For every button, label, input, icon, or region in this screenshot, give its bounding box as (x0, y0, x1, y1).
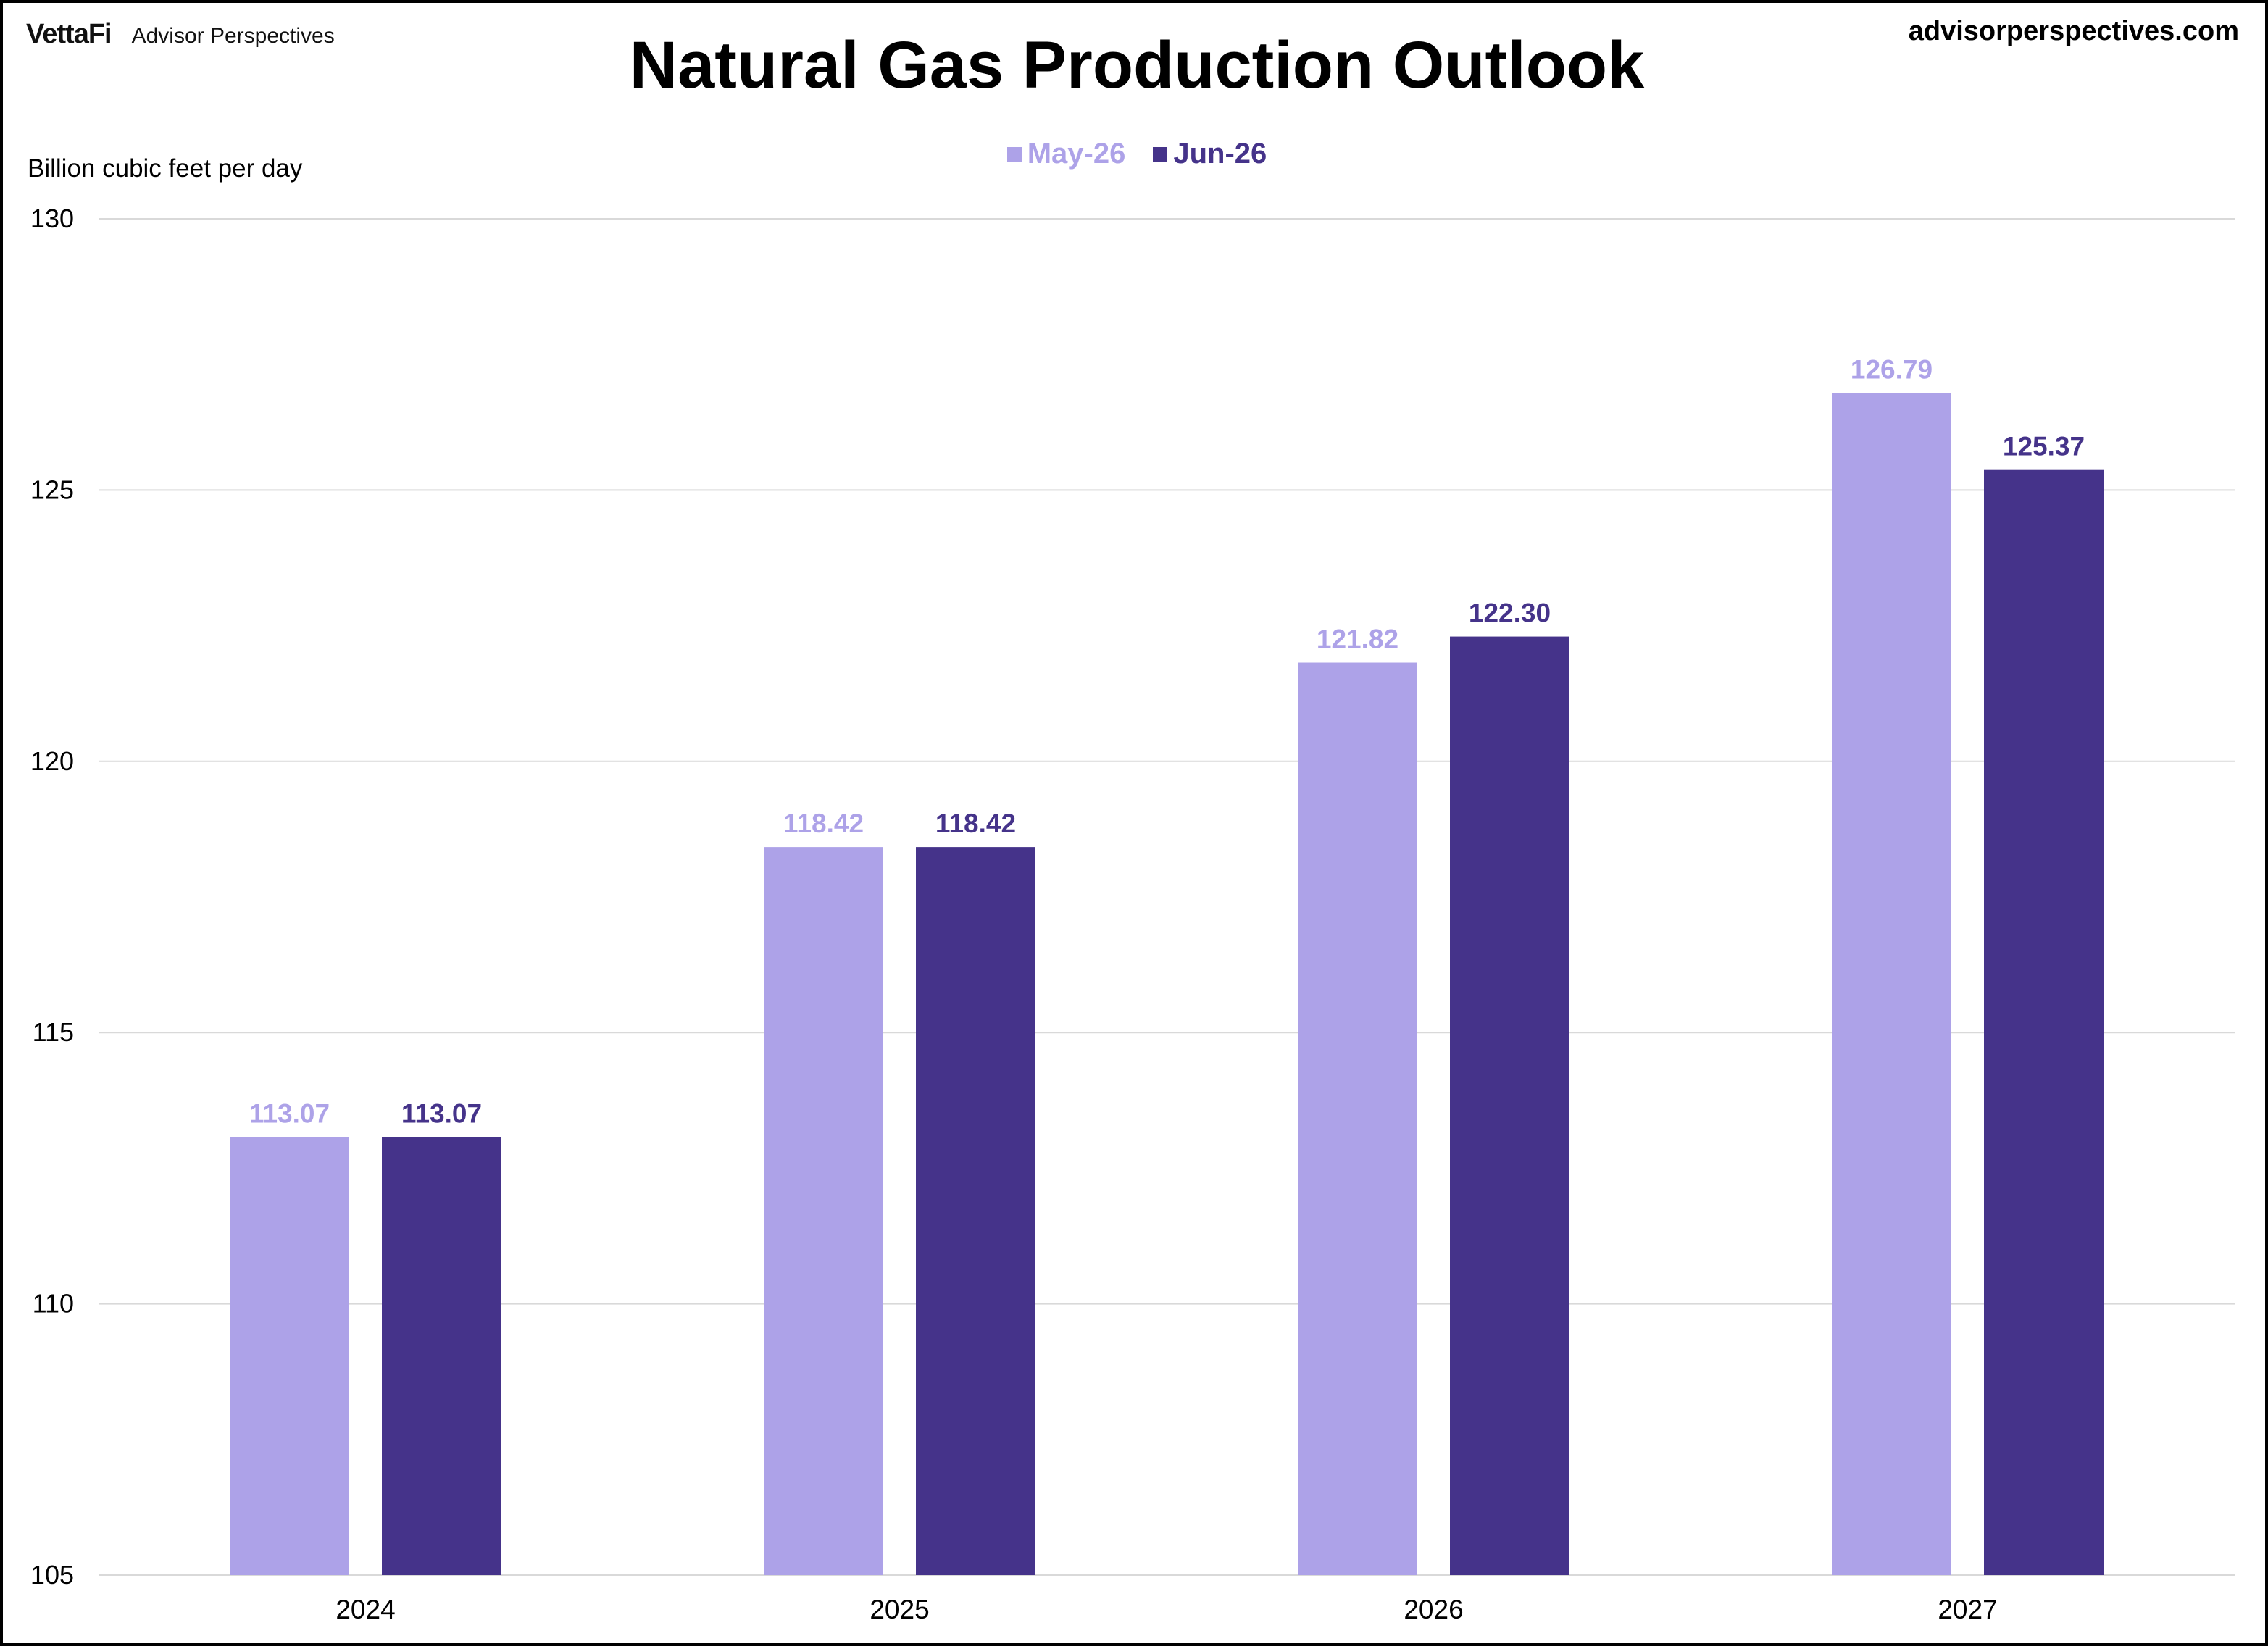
data-label-May-26-2025: 118.42 (783, 809, 864, 838)
brand-logo: VettaFi Advisor Perspectives (26, 19, 335, 50)
bar-May-26-2024 (230, 1137, 349, 1575)
y-tick-label: 105 (30, 1560, 74, 1590)
bar-May-26-2025 (764, 847, 883, 1575)
y-tick-label: 130 (30, 204, 74, 233)
bar-Jun-26-2025 (916, 847, 1035, 1575)
logo-mark: VettaFi (26, 19, 112, 49)
y-tick-label: 125 (30, 475, 74, 504)
data-label-May-26-2027: 126.79 (1851, 354, 1933, 384)
logo-name: Advisor Perspectives (131, 24, 335, 48)
y-tick-label: 110 (33, 1289, 74, 1319)
data-labels: 113.07 113.07 118.42 118.42 121.82 122.30 126.… (249, 354, 2085, 1128)
site-url: advisorperspectives.com (1908, 16, 2239, 46)
chart-legend: May-26 Jun-26 (3, 138, 2268, 170)
data-label-May-26-2026: 121.82 (1317, 625, 1398, 654)
legend-item-may: May-26 (1006, 138, 1126, 170)
data-label-May-26-2024: 113.07 (249, 1099, 330, 1129)
data-label-Jun-26-2024: 113.07 (401, 1099, 482, 1129)
legend-swatch-may (1006, 146, 1022, 162)
y-axis-label: Billion cubic feet per day (28, 154, 303, 183)
y-tick-label: 120 (30, 746, 74, 776)
x-tick-label: 2024 (335, 1595, 395, 1624)
legend-swatch-jun (1153, 146, 1168, 162)
bar-chart: Billion cubic feet per day 1051101151201… (28, 154, 2235, 1624)
bar-Jun-26-2026 (1450, 636, 1569, 1576)
x-tick-label: 2026 (1404, 1595, 1463, 1624)
data-label-Jun-26-2025: 118.42 (935, 809, 1016, 838)
bars (230, 393, 2104, 1576)
legend-item-jun: Jun-26 (1153, 138, 1267, 170)
x-tick-label: 2027 (1938, 1595, 1997, 1624)
data-label-Jun-26-2027: 125.37 (2003, 432, 2085, 462)
bar-Jun-26-2024 (382, 1137, 501, 1575)
bar-Jun-26-2027 (1984, 469, 2104, 1576)
legend-label-jun: Jun-26 (1173, 138, 1267, 170)
bar-May-26-2026 (1298, 662, 1417, 1576)
x-axis-ticks: 2024 2025 2026 2027 (335, 1595, 1997, 1624)
bar-May-26-2027 (1832, 393, 1951, 1576)
data-label-Jun-26-2026: 122.30 (1469, 598, 1551, 628)
y-axis-ticks: 105 110 115 120 125 130 (30, 204, 74, 1590)
x-tick-label: 2025 (870, 1595, 929, 1624)
y-tick-label: 115 (33, 1017, 74, 1047)
chart-title: Natural Gas Production Outlook (629, 28, 1645, 102)
legend-label-may: May-26 (1027, 138, 1126, 170)
